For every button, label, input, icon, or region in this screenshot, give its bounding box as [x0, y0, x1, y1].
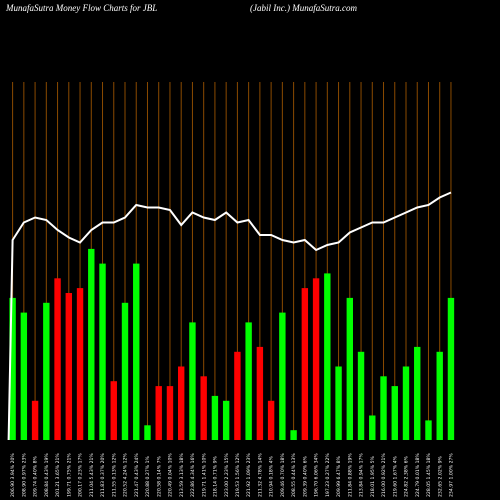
- price-line: [7, 191, 452, 441]
- x-tick-label: 220.49 0.04% 10%: [168, 453, 174, 497]
- bar-19: [211, 395, 219, 440]
- x-tick-label: 210.94 0.18% 4%: [269, 455, 275, 497]
- bar-23: [256, 346, 264, 440]
- x-tick-label: 223.00 2.23% 15%: [224, 453, 230, 497]
- x-tick-label: 221.47 0.43% 24%: [134, 453, 140, 497]
- x-tick-label: 201.21 3.65% 21%: [55, 453, 61, 497]
- bar-29: [324, 273, 331, 440]
- x-tick-label: 219.53 1.56% 12%: [235, 453, 241, 497]
- x-tick-label: 220.52 4.24% 12%: [123, 453, 129, 497]
- bar-30: [335, 366, 342, 440]
- bar-24: [267, 400, 275, 440]
- x-tick-label: 221.92 1.09% 23%: [246, 453, 252, 497]
- bar-5: [54, 278, 61, 440]
- x-tick-label: 211.84 0.88% 19%: [347, 453, 353, 497]
- bar-31: [346, 297, 353, 440]
- bar-4: [43, 302, 50, 440]
- bar-18: [200, 376, 207, 440]
- x-tick-label: 213.59 3.13% 18%: [179, 453, 185, 497]
- x-tick-label: 209.46 0.70% 18%: [280, 453, 286, 497]
- x-tick-label: 209.99 6.47% 8%: [336, 455, 342, 497]
- x-tick-label: 228.05 1.45% 18%: [426, 453, 432, 497]
- bar-3: [31, 400, 39, 440]
- bar-17: [189, 322, 196, 440]
- bar-9: [99, 263, 106, 440]
- x-tick-label: 208.55 0.44% 13%: [291, 453, 297, 497]
- bar-22: [245, 322, 252, 440]
- bar-8: [88, 248, 95, 440]
- x-tick-label: 213.84 0.94% 17%: [359, 453, 365, 497]
- bar-1: [9, 297, 16, 440]
- x-tick-label: 234.97 1.00% 27%: [449, 453, 455, 497]
- bar-28: [312, 278, 320, 440]
- bar-14: [155, 386, 162, 440]
- bar-15: [166, 386, 174, 440]
- chart-header-left: MunafaSutra Money Flow Charts for JBL: [5, 3, 157, 13]
- bar-2: [20, 312, 28, 440]
- bar-36: [402, 366, 410, 440]
- x-tick-label: 200.17 0.23% 17%: [78, 453, 84, 497]
- x-tick-label: 222.86 4.34% 16%: [190, 453, 196, 497]
- x-tick-label: 211.04 5.43% 21%: [89, 453, 95, 497]
- bar-16: [178, 366, 185, 440]
- x-tick-label: 208.84 0.43% 19%: [44, 453, 50, 497]
- bars: [9, 248, 455, 440]
- bar-25: [279, 312, 286, 440]
- bar-11: [121, 302, 129, 440]
- x-tick-label: 224.82 2.38% 6%: [404, 455, 410, 497]
- x-tick-label: 220.88 0.27% 1%: [145, 455, 151, 497]
- x-tick-label: 197.23 0.27% 22%: [325, 453, 331, 497]
- x-tick-label: 218.01 1.95% 5%: [370, 455, 376, 497]
- x-tick-label: 211.32 4.78% 14%: [257, 453, 263, 497]
- x-tick-label: 216.00 0.92% 21%: [381, 453, 387, 497]
- bar-38: [425, 420, 432, 440]
- bar-7: [76, 288, 84, 440]
- bar-32: [357, 351, 365, 440]
- x-tick-label: 206.90 3.94% 20%: [10, 453, 16, 497]
- bar-40: [447, 297, 455, 440]
- x-tick-label: 209.39 0.40% 6%: [302, 455, 308, 497]
- x-tick-label: 224.79 0.01% 18%: [415, 453, 421, 497]
- x-tick-label: 219.60 1.67% 4%: [392, 455, 398, 497]
- bar-10: [110, 381, 117, 440]
- x-tick-label: 218.14 0.71% 9%: [213, 455, 219, 497]
- bar-35: [391, 386, 398, 440]
- bar-6: [65, 293, 72, 440]
- x-tick-label: 211.55 0.13% 12%: [111, 453, 117, 497]
- x-tick-label: 211.83 0.37% 20%: [100, 453, 106, 497]
- bar-26: [290, 430, 297, 440]
- x-tick-label: 220.58 0.14% 7%: [156, 455, 162, 497]
- x-tick-labels: 206.90 3.94% 20% 208.90 0.97% 23% 209.74 0…: [10, 453, 454, 497]
- x-tick-label: 209.74 0.40% 8%: [33, 455, 39, 497]
- x-tick-label: 219.71 1.41% 10%: [201, 453, 207, 497]
- bar-33: [369, 415, 376, 440]
- bar-21: [234, 351, 241, 440]
- bar-27: [301, 288, 309, 440]
- bar-12: [133, 263, 140, 440]
- chart-header-right: (Jabil Inc.) MunafaSutra.com: [250, 3, 357, 13]
- bar-37: [414, 346, 421, 440]
- x-tick-label: 232.65 2.02% 9%: [437, 455, 443, 497]
- bar-39: [436, 351, 443, 440]
- bar-34: [380, 376, 387, 440]
- x-tick-label: 208.90 0.97% 23%: [21, 453, 27, 497]
- bar-13: [144, 425, 151, 440]
- x-tick-label: 199.71 0.75% 21%: [66, 453, 72, 497]
- x-tick-label: 196.70 6.06% 34%: [314, 453, 320, 497]
- bar-20: [222, 400, 230, 440]
